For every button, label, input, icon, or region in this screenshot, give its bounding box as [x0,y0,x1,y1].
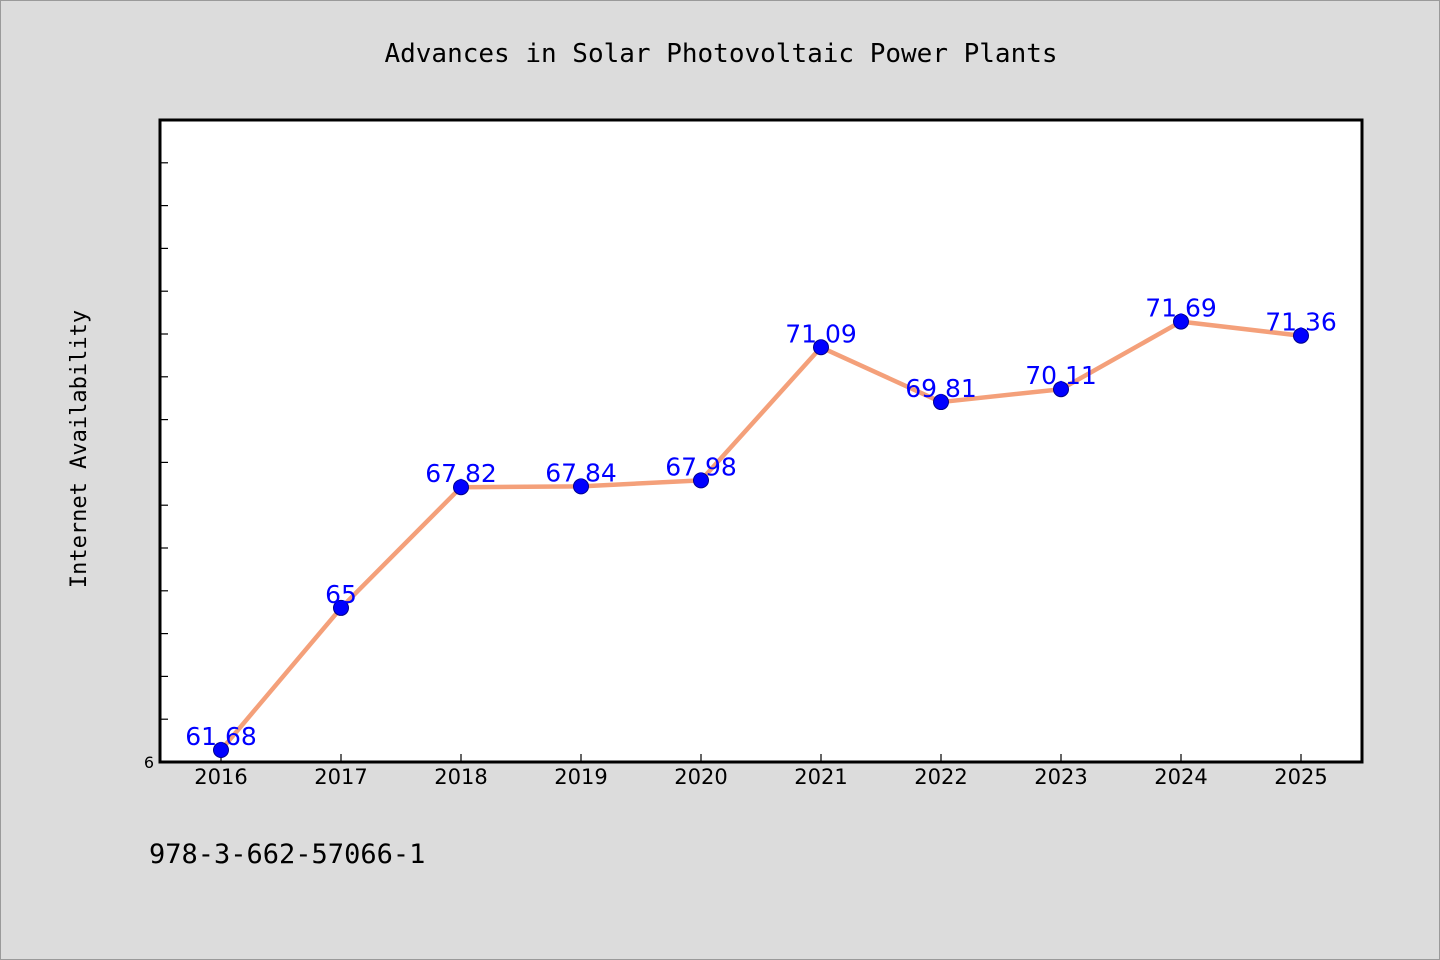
x-tick-label: 2025 [1274,765,1327,789]
data-point [693,472,709,489]
data-labels: 61.68 65 67.82 67.84 67.98 71.09 69.81 70.11 71.… [185,294,1337,751]
data-label: 71.09 [785,319,857,348]
x-tick-label: 2021 [794,765,847,789]
data-point [573,478,589,495]
x-axis-ticks: 2016 2017 2018 2019 2020 2021 2022 2023 2024 2025 [194,754,1328,789]
data-point [213,742,229,759]
plot-area [158,118,1364,764]
data-label: 67.98 [665,452,737,481]
data-point [333,599,349,616]
data-point [813,339,829,356]
data-markers [213,313,1309,759]
data-label: 65 [325,580,357,609]
data-point [1173,313,1189,330]
data-point [453,479,469,496]
x-tick-label: 2017 [314,765,367,789]
x-tick-label: 2016 [194,765,247,789]
y-axis-label: Internet Availability [67,310,92,588]
data-label: 69.81 [905,374,977,403]
data-label: 71.69 [1145,294,1217,323]
data-label: 67.84 [545,458,617,487]
series-line-group [219,319,1302,752]
data-label: 70.11 [1025,361,1097,390]
data-label: 71.36 [1265,308,1337,337]
x-tick-label: 2018 [434,765,487,789]
x-tick-label: 2019 [554,765,607,789]
data-point [933,394,949,411]
data-point [1053,381,1069,398]
x-tick-label: 2023 [1034,765,1087,789]
y-axis-ticks: 6 [144,162,168,772]
data-label: 61.68 [185,722,257,751]
y-tick-label: 6 [144,753,154,772]
data-label: 67.82 [425,459,497,488]
data-point [1293,327,1309,344]
footer-isbn: 978-3-662-57066-1 [149,839,425,870]
x-tick-label: 2020 [674,765,727,789]
x-tick-label: 2024 [1154,765,1207,789]
chart-title: Advances in Solar Photovoltaic Power Pla… [384,39,1057,69]
series-line [219,319,1302,752]
x-tick-label: 2022 [914,765,967,789]
